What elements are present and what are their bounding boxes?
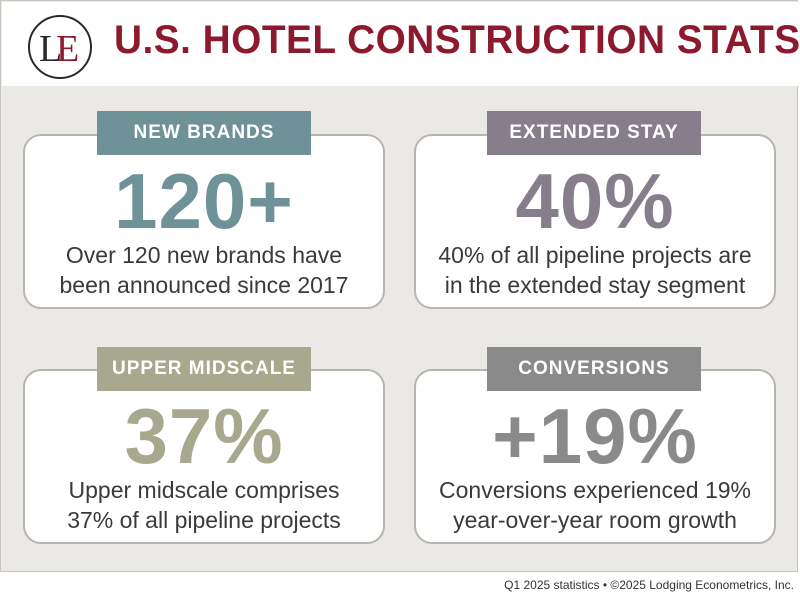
svg-text:L: L [39, 28, 62, 70]
stat-value: 40% [515, 157, 675, 245]
stat-description-line-2: in the extended stay segment [444, 272, 746, 298]
stat-description-line-1: Over 120 new brands have [65, 242, 343, 268]
stat-value: 120+ [114, 157, 294, 245]
svg-text:E: E [56, 28, 79, 70]
stat-label-tag: CONVERSIONS [487, 347, 701, 391]
stat-description-line-1: Upper midscale comprises [68, 477, 340, 503]
infographic-frame: L E U.S. HOTEL CONSTRUCTION STATS 120+ O… [0, 0, 800, 572]
stat-label-tag: EXTENDED STAY [487, 111, 701, 155]
stat-description-line-1: 40% of all pipeline projects are [438, 242, 752, 268]
stat-card-upper-midscale: 37% Upper midscale comprises 37% of all … [23, 369, 385, 544]
stat-description-line-2: been announced since 2017 [59, 272, 349, 298]
stat-card-conversions: +19% Conversions experienced 19% year-ov… [414, 369, 776, 544]
stat-value: +19% [492, 392, 698, 480]
stat-label-tag: UPPER MIDSCALE [97, 347, 311, 391]
stat-description-line-1: Conversions experienced 19% [439, 477, 751, 503]
stat-label-tag: NEW BRANDS [97, 111, 311, 155]
stat-description-line-2: year-over-year room growth [453, 507, 737, 533]
logo-mark-icon: L E [39, 28, 79, 70]
stat-card-new-brands: 120+ Over 120 new brands have been annou… [23, 134, 385, 309]
header: L E U.S. HOTEL CONSTRUCTION STATS [2, 2, 800, 86]
stat-card-extended-stay: 40% 40% of all pipeline projects are in … [414, 134, 776, 309]
footer-copyright: Q1 2025 statistics • ©2025 Lodging Econo… [504, 578, 794, 592]
page-title: U.S. HOTEL CONSTRUCTION STATS [114, 18, 800, 62]
stat-description-line-2: 37% of all pipeline projects [67, 507, 341, 533]
stat-value: 37% [124, 392, 284, 480]
lodging-econometrics-logo: L E [28, 15, 92, 79]
